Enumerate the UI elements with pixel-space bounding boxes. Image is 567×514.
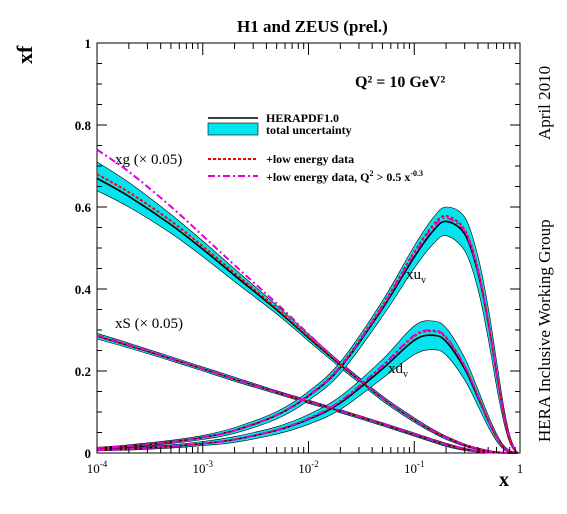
curve-xuv-low-energy-cut (96, 217, 519, 454)
y-tick-label: 1 (85, 36, 92, 51)
y-tick-label: 0.2 (75, 364, 91, 379)
y-tick-label: 0.4 (75, 282, 92, 297)
x-tick-label: 1 (517, 461, 524, 476)
legend-dashdot-label: +low energy data, Q2 > 0.5 x-0.3 (266, 169, 423, 184)
label-xg: xg (× 0.05) (115, 152, 182, 168)
curve-xS-low-energy-cut (96, 334, 518, 454)
legend-band-label: total uncertainty (266, 123, 352, 137)
y-tick-label: 0.8 (75, 118, 92, 133)
legend-line-label: HERAPDF1.0 (266, 111, 339, 125)
uncertainty-bands (96, 161, 518, 454)
label-xuv: xuv (406, 267, 426, 286)
x-tick-label: 10-4 (87, 459, 108, 476)
curve-xg-low-energy-cut (96, 148, 518, 454)
legend-dotted-label: +low energy data (266, 152, 354, 166)
legend: HERAPDF1.0 total uncertainty +low energy… (207, 111, 423, 184)
curve-xuv-low-energy (96, 214, 519, 454)
pdf-curves (96, 148, 519, 454)
band-xdv (96, 320, 518, 454)
y-tick-label: 0 (85, 446, 92, 461)
x-tick-label: 10-1 (404, 459, 425, 476)
curve-xdv-low-energy-cut (96, 329, 518, 454)
legend-band-sample (207, 122, 259, 136)
label-xs: xS (× 0.05) (115, 316, 183, 332)
x-tick-label: 10-2 (298, 459, 319, 476)
y-tick-label: 0.6 (75, 200, 92, 215)
q2-label: Q² = 10 GeV² (355, 74, 445, 91)
chart-title: H1 and ZEUS (prel.) (237, 17, 388, 36)
band-xg (96, 161, 518, 454)
label-xdv: xdv (388, 361, 408, 380)
y-axis-label: xf (12, 45, 37, 64)
x-tick-label: 10-3 (193, 459, 214, 476)
x-axis-label: x (499, 469, 509, 491)
axis-ticks: 0 0.2 0.4 0.6 0.8 1 10-4 10-3 10-2 10-1 1 (75, 36, 524, 476)
side-group: HERA Inclusive Working Group (535, 219, 554, 442)
side-date: April 2010 (535, 66, 554, 140)
